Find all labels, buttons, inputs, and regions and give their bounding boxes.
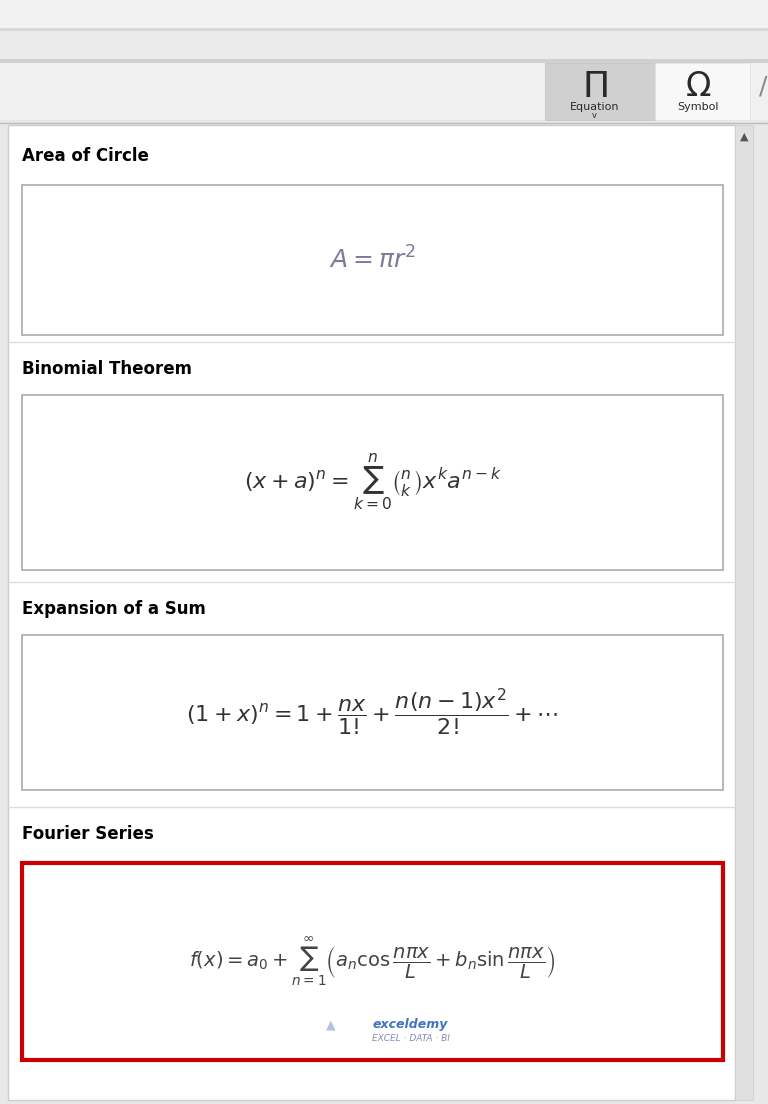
- Text: Fourier Series: Fourier Series: [22, 825, 154, 843]
- Text: $(x + a)^n = \sum_{k=0}^{n} \binom{n}{k} x^k a^{n-k}$: $(x + a)^n = \sum_{k=0}^{n} \binom{n}{k}…: [243, 452, 502, 513]
- Text: $A = \pi r^2$: $A = \pi r^2$: [329, 246, 416, 274]
- Text: Area of Circle: Area of Circle: [22, 147, 149, 164]
- Text: Binomial Theorem: Binomial Theorem: [22, 360, 192, 378]
- Bar: [0, 59, 768, 63]
- Bar: [0, 28, 768, 31]
- Bar: [22, 185, 723, 335]
- Text: /: /: [759, 75, 767, 99]
- Bar: [22, 863, 723, 1060]
- Text: Equation: Equation: [570, 102, 619, 112]
- Bar: [545, 63, 655, 120]
- Text: v: v: [592, 112, 597, 120]
- Bar: [22, 395, 723, 570]
- Text: ▲: ▲: [740, 132, 748, 142]
- Bar: [0, 0, 768, 28]
- Bar: [0, 63, 768, 120]
- Text: $(1 + x)^n = 1 + \dfrac{nx}{1!} + \dfrac{n(n-1)x^2}{2!} + \cdots$: $(1 + x)^n = 1 + \dfrac{nx}{1!} + \dfrac…: [187, 687, 558, 739]
- Text: $\Pi$: $\Pi$: [581, 70, 607, 104]
- Text: $f(x) = a_0 + \sum_{n=1}^{\infty} \left( a_n \cos \dfrac{n\pi x}{L} + b_n \sin \: $f(x) = a_0 + \sum_{n=1}^{\infty} \left(…: [189, 935, 556, 988]
- Text: Symbol: Symbol: [677, 102, 719, 112]
- Text: exceldemy: exceldemy: [372, 1018, 448, 1031]
- Bar: [655, 63, 750, 120]
- Text: $\Omega$: $\Omega$: [684, 71, 711, 104]
- Text: EXCEL · DATA · BI: EXCEL · DATA · BI: [372, 1034, 450, 1043]
- Bar: [8, 125, 735, 1100]
- Text: Expansion of a Sum: Expansion of a Sum: [22, 599, 206, 618]
- Bar: [22, 635, 723, 790]
- Text: ▲: ▲: [326, 1018, 336, 1031]
- Bar: [0, 31, 768, 59]
- Bar: [735, 125, 753, 1100]
